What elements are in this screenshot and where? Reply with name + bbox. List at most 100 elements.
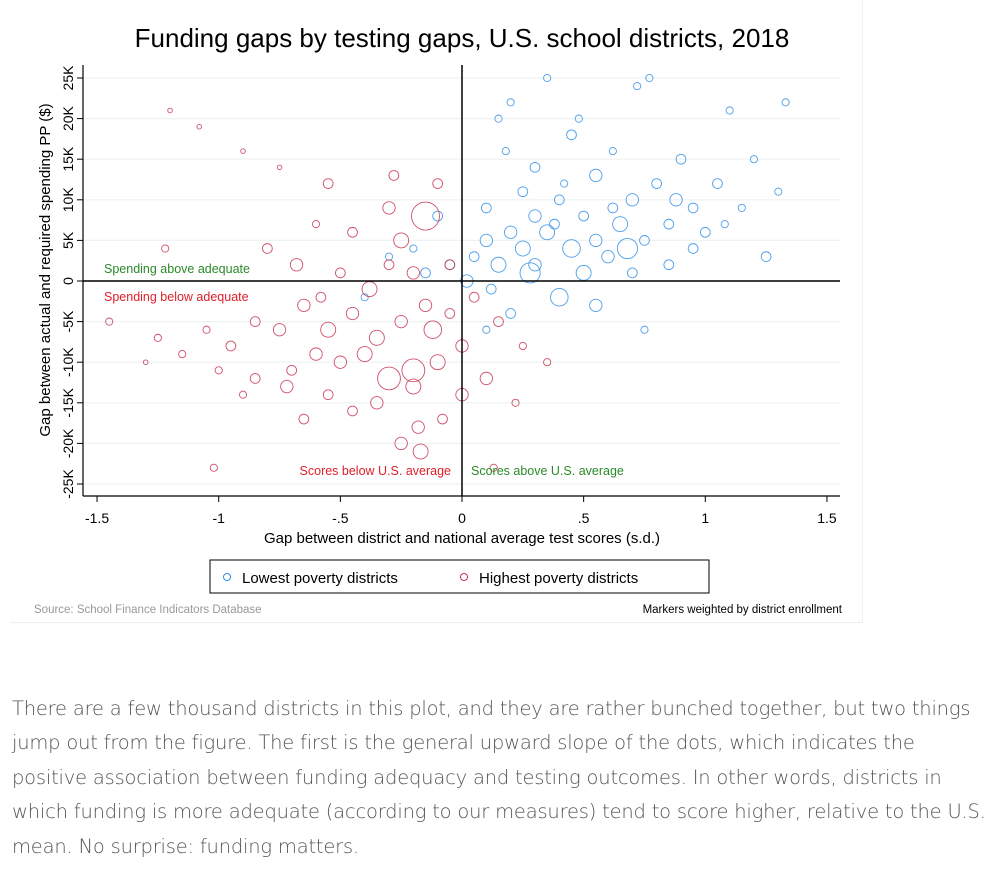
point-lowest-poverty: [687, 202, 699, 214]
y-axis-label: Gap between actual and required spending…: [37, 103, 54, 436]
point-highest-poverty: [214, 366, 223, 375]
x-tick-label: 0: [458, 510, 466, 526]
point-lowest-poverty: [432, 210, 444, 222]
point-highest-poverty: [240, 148, 246, 154]
point-highest-poverty: [309, 347, 323, 361]
point-highest-poverty: [345, 306, 360, 321]
point-highest-poverty: [468, 291, 480, 303]
point-lowest-poverty: [468, 251, 480, 262]
x-tick-label: -1.5: [85, 510, 109, 526]
point-lowest-poverty: [574, 114, 583, 123]
y-tick-label: -25K: [60, 469, 76, 499]
point-highest-poverty: [393, 232, 410, 249]
point-lowest-poverty: [640, 325, 649, 334]
point-highest-poverty: [202, 325, 211, 334]
point-highest-poverty: [315, 291, 327, 303]
point-highest-poverty: [418, 298, 433, 313]
y-tick-label: -5K: [60, 310, 76, 332]
point-highest-poverty: [262, 243, 273, 254]
point-highest-poverty: [429, 354, 446, 371]
point-highest-poverty: [489, 463, 498, 472]
point-lowest-poverty: [360, 293, 369, 302]
point-highest-poverty: [276, 164, 283, 171]
x-tick-label: -.5: [332, 510, 349, 526]
point-highest-poverty: [361, 281, 378, 298]
point-lowest-poverty: [612, 216, 629, 233]
point-highest-poverty: [225, 340, 237, 352]
point-highest-poverty: [335, 267, 346, 279]
point-highest-poverty: [178, 350, 187, 359]
point-lowest-poverty: [608, 147, 617, 156]
y-tick-label: 5K: [60, 231, 76, 249]
point-lowest-poverty: [539, 224, 556, 241]
point-highest-poverty: [383, 259, 395, 271]
point-lowest-poverty: [409, 244, 418, 253]
scatter-chart: Funding gaps by testing gaps, U.S. schoo…: [34, 23, 843, 616]
annotation-spending-below: Spending below adequate: [104, 290, 249, 304]
point-highest-poverty: [394, 314, 408, 329]
x-tick-label: 1.5: [817, 510, 837, 526]
point-lowest-poverty: [529, 161, 541, 173]
point-lowest-poverty: [760, 251, 772, 262]
point-highest-poverty: [370, 396, 384, 410]
point-lowest-poverty: [687, 243, 699, 254]
point-highest-poverty: [518, 341, 527, 351]
annotation-scores-below: Scores below U.S. average: [300, 464, 452, 478]
point-lowest-poverty: [480, 202, 492, 214]
point-lowest-poverty: [420, 267, 431, 279]
y-tick-label: 25K: [60, 65, 76, 91]
point-highest-poverty: [412, 443, 429, 460]
point-highest-poverty: [382, 201, 396, 215]
legend: Lowest poverty districts Highest poverty…: [209, 559, 710, 594]
point-lowest-poverty: [626, 267, 638, 279]
point-highest-poverty: [444, 308, 456, 319]
point-lowest-poverty: [506, 98, 515, 107]
point-highest-poverty: [394, 436, 408, 451]
y-tick-label: 10K: [60, 187, 76, 213]
point-lowest-poverty: [553, 194, 565, 206]
point-highest-poverty: [356, 346, 373, 363]
point-highest-poverty: [297, 298, 311, 313]
y-tick-label: -15K: [60, 387, 76, 417]
point-lowest-poverty: [699, 226, 711, 238]
legend-label-highest: Highest poverty districts: [479, 570, 638, 587]
point-highest-poverty: [209, 463, 218, 472]
annotation-spending-above: Spending above adequate: [104, 262, 250, 276]
point-lowest-poverty: [720, 220, 729, 229]
point-lowest-poverty: [504, 225, 518, 239]
x-tick-label: 1: [701, 510, 709, 526]
point-lowest-poverty: [669, 193, 683, 207]
point-highest-poverty: [142, 359, 149, 365]
point-highest-poverty: [368, 329, 385, 346]
point-lowest-poverty: [505, 308, 517, 319]
point-lowest-poverty: [633, 82, 642, 91]
point-lowest-poverty: [589, 233, 603, 248]
point-lowest-poverty: [607, 202, 619, 214]
point-highest-poverty: [511, 398, 520, 407]
point-highest-poverty: [286, 364, 298, 376]
point-highest-poverty: [493, 316, 504, 327]
point-highest-poverty: [388, 170, 400, 181]
point-lowest-poverty: [625, 193, 639, 207]
point-lowest-poverty: [575, 264, 592, 281]
point-lowest-poverty: [601, 249, 615, 264]
point-lowest-poverty: [490, 256, 507, 273]
x-tick-label: .5: [578, 510, 590, 526]
point-lowest-poverty: [560, 179, 569, 188]
point-lowest-poverty: [781, 98, 790, 107]
point-highest-poverty: [105, 317, 114, 326]
point-highest-poverty: [432, 178, 444, 189]
annotation-scores-above: Scores above U.S. average: [471, 464, 624, 478]
point-lowest-poverty: [639, 235, 650, 246]
point-highest-poverty: [167, 107, 173, 114]
point-lowest-poverty: [663, 259, 675, 271]
point-highest-poverty: [411, 201, 440, 231]
point-highest-poverty: [196, 123, 202, 130]
article-paragraph: There are a few thousand districts in th…: [12, 696, 986, 858]
point-highest-poverty: [437, 413, 448, 425]
point-lowest-poverty: [485, 283, 497, 295]
point-lowest-poverty: [645, 73, 654, 83]
point-lowest-poverty: [494, 114, 503, 123]
point-lowest-poverty: [616, 237, 638, 260]
